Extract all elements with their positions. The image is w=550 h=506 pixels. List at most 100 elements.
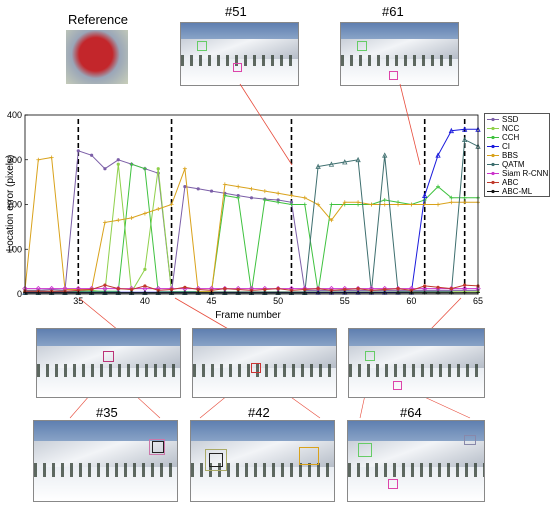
data-point — [449, 287, 453, 291]
data-point — [49, 155, 54, 160]
legend-label: SSD — [502, 115, 519, 124]
data-point — [302, 195, 307, 200]
data-point — [302, 202, 307, 207]
series-line — [25, 138, 479, 294]
legend-swatch — [487, 162, 499, 167]
legend-swatch — [487, 171, 499, 176]
tracking-box — [205, 449, 227, 471]
data-point — [143, 267, 147, 271]
data-point — [342, 159, 348, 165]
series-abc-ml — [23, 290, 480, 295]
y-tick-label: 0 — [17, 289, 22, 299]
tracking-box — [251, 363, 261, 373]
data-point — [249, 186, 254, 191]
series-bbs — [23, 155, 480, 294]
tracking-box — [365, 351, 375, 361]
tracking-box — [103, 351, 114, 362]
tracking-box — [388, 479, 398, 489]
data-point — [355, 156, 361, 163]
x-tick-label: 60 — [406, 296, 416, 306]
data-point — [329, 218, 334, 223]
reference-patch — [66, 30, 128, 84]
data-point — [423, 284, 427, 288]
data-point — [102, 220, 107, 225]
data-point — [409, 288, 413, 293]
tracking-box — [299, 447, 319, 465]
data-point — [90, 287, 94, 292]
data-point — [436, 285, 440, 289]
tracking-box — [197, 41, 207, 51]
data-point — [463, 283, 467, 287]
data-point — [342, 200, 347, 205]
data-point — [316, 202, 321, 207]
data-point — [462, 200, 467, 205]
data-point — [249, 196, 254, 200]
x-tick-label: 35 — [73, 296, 83, 306]
x-axis-label: Frame number — [215, 310, 281, 321]
legend-swatch — [487, 117, 499, 122]
data-point — [329, 288, 334, 293]
legend-label: NCC — [502, 124, 520, 133]
data-point — [209, 189, 214, 193]
data-point — [328, 161, 335, 167]
data-point — [262, 198, 267, 203]
data-point — [383, 287, 387, 292]
frame-51-thumbnail — [180, 22, 299, 86]
series-line — [25, 128, 478, 293]
data-point — [169, 287, 174, 292]
data-point — [382, 152, 388, 158]
data-point — [422, 192, 428, 198]
y-tick-label: 300 — [7, 155, 22, 165]
data-point — [76, 149, 80, 153]
frame-61-label: #61 — [382, 4, 404, 19]
data-point — [142, 166, 147, 171]
tracking-box — [233, 63, 242, 72]
legend-item: QATM — [487, 160, 525, 169]
legend-label: QATM — [502, 160, 525, 169]
reference-label: Reference — [68, 12, 128, 27]
series-line — [24, 156, 478, 293]
data-point — [369, 288, 374, 293]
data-point — [196, 187, 200, 191]
data-point — [462, 126, 468, 132]
tracking-box — [149, 439, 165, 455]
legend-item: BBS — [487, 151, 518, 160]
data-point — [116, 287, 120, 291]
series-qatm — [22, 136, 481, 296]
legend-swatch — [487, 153, 499, 158]
data-point — [103, 167, 107, 171]
frame-42-thumbnail — [192, 328, 337, 398]
frame-51-label: #51 — [225, 4, 247, 19]
data-point — [129, 215, 134, 220]
data-point — [462, 136, 468, 143]
data-point — [382, 198, 387, 203]
data-point — [156, 206, 161, 211]
series-cch — [23, 162, 480, 294]
data-point — [356, 287, 360, 291]
data-point — [196, 287, 200, 292]
tracking-box — [152, 441, 164, 453]
data-point — [156, 167, 160, 171]
data-point — [236, 195, 241, 200]
data-point — [222, 182, 227, 187]
frame-64-zoom — [347, 420, 485, 502]
x-tick-label: 40 — [140, 296, 150, 306]
data-point — [263, 287, 267, 292]
series-line — [25, 163, 478, 293]
data-point — [209, 288, 214, 293]
data-point — [422, 202, 427, 207]
data-point — [183, 285, 187, 289]
data-point — [249, 288, 254, 293]
data-point — [303, 287, 307, 292]
data-point — [182, 166, 187, 171]
frame-64-thumbnail — [348, 328, 485, 398]
tracking-box — [389, 71, 398, 80]
frame-64-label: #64 — [400, 405, 422, 420]
data-point — [449, 200, 454, 205]
data-point — [223, 287, 227, 291]
data-point — [369, 202, 374, 207]
series-line — [25, 150, 478, 292]
y-tick-label: 400 — [7, 110, 22, 120]
data-point — [262, 189, 267, 194]
legend-label: ABC-ML — [502, 187, 533, 196]
